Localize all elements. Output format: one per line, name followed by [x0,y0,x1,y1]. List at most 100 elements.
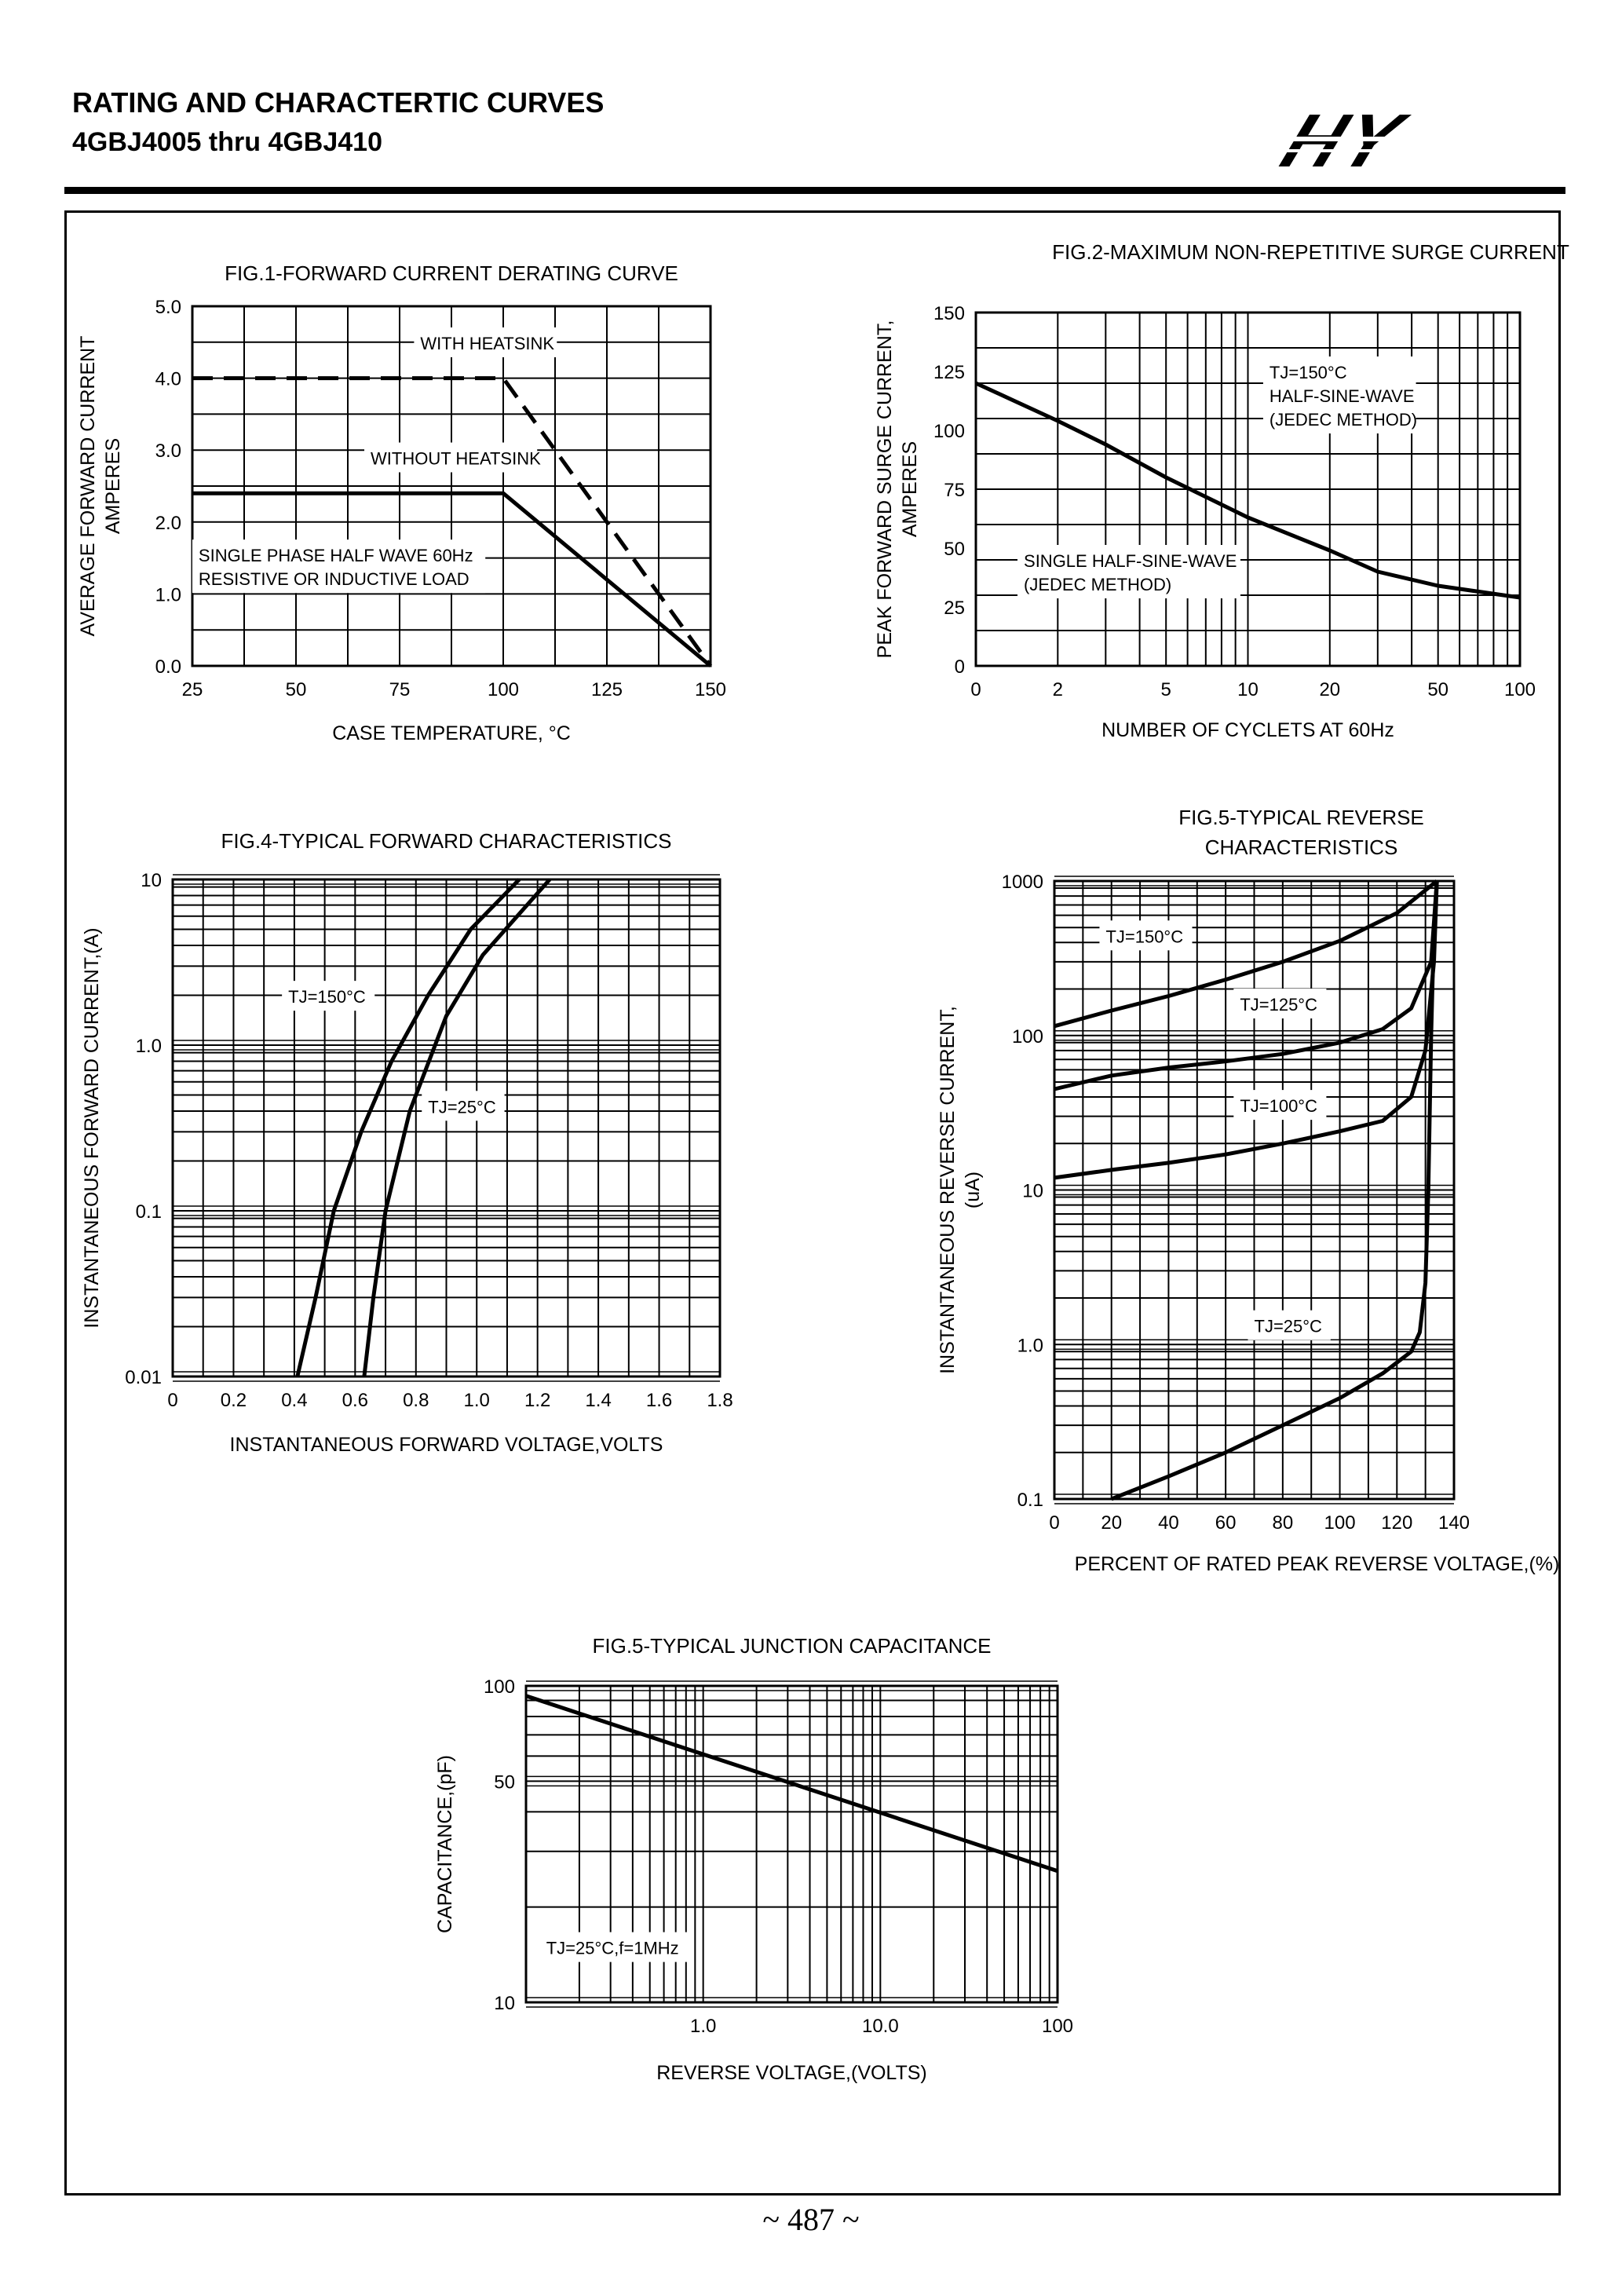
page-number: ~ 487 ~ [762,2202,860,2237]
y-tick-label: 0.1 [136,1201,162,1223]
y-axis-label: AMPERES [899,441,921,537]
fig6-plot-frame [524,1684,1059,2004]
annotation-bg [1248,1310,1331,1340]
y-tick-label: 25 [944,598,965,619]
y-tick-label: 0.1 [1017,1490,1043,1511]
y-axis-label: CAPACITANCE,(pF) [434,1755,456,1933]
x-tick-label: 120 [1381,1512,1412,1534]
annotation-text: TJ=100°C [1240,1096,1317,1116]
annotation-text: TJ=150°C [288,987,366,1007]
fig5-grid [1054,876,1454,1504]
x-tick-label: 1.2 [524,1390,550,1411]
annotation-text: TJ=25°C [1255,1317,1323,1336]
annotation-text: TJ=150°C [1269,363,1347,382]
brand-logo: HY [1256,102,1547,181]
x-tick-label: 1.6 [646,1390,672,1411]
series-line [362,878,552,1377]
annotation-text: WITH HEATSINK [420,334,554,353]
fig1-grid [192,306,711,666]
x-tick-label: 0.4 [281,1390,307,1411]
y-tick-label: 4.0 [155,369,181,390]
x-tick-label: 150 [695,679,726,700]
y-tick-label: 10 [494,1993,515,2014]
annotation-bg [414,327,557,357]
x-tick-label: 40 [1158,1512,1179,1534]
annotation-bg [1233,1090,1327,1121]
fig1-plot-frame [191,305,712,667]
series-line [974,381,1521,600]
x-axis-label: REVERSE VOLTAGE,(VOLTS) [656,2062,927,2084]
y-axis-label: INSTANTANEOUS FORWARD CURRENT,(A) [81,927,103,1328]
x-tick-label: 10.0 [862,2016,899,2037]
y-tick-label: 1.0 [136,1036,162,1057]
x-tick-label: 1.4 [585,1390,611,1411]
x-tick-label: 100 [488,679,519,700]
annotation-text: (JEDEC METHOD) [1269,410,1417,430]
x-tick-label: 100 [1042,2016,1073,2037]
series-line [525,1694,1058,1874]
y-tick-label: 0.0 [155,656,181,678]
chart-title: FIG.1-FORWARD CURRENT DERATING CURVE [225,261,678,285]
series-line [295,878,521,1377]
y-tick-label: 50 [944,539,965,560]
y-tick-label: 0.01 [125,1367,162,1388]
x-axis-label: INSTANTANEOUS FORWARD VOLTAGE,VOLTS [230,1434,663,1456]
x-tick-label: 50 [286,679,307,700]
content-frame [64,210,1561,2195]
y-tick-label: 10 [141,870,162,891]
y-tick-label: 125 [933,362,965,383]
annotation-text: RESISTIVE OR INDUCTIVE LOAD [199,569,469,589]
x-tick-label: 0.6 [342,1390,368,1411]
series-line [1054,880,1439,1091]
page-subtitle: 4GBJ4005 thru 4GBJ410 [72,127,382,157]
fig5-chart: 0 20 40 60 80 100 120 140 0.1 1.0 10 100 1000 FIG.5-T… [937,806,1559,1575]
x-tick-label: 1.0 [464,1390,490,1411]
annotation-bg [282,981,375,1011]
header-rule [64,187,1565,194]
y-axis-label: INSTANTANEOUS REVERSE CURRENT, [937,1006,959,1374]
x-tick-label: 0 [970,679,981,700]
x-tick-label: 125 [591,679,623,700]
x-tick-label: 1.8 [707,1390,732,1411]
y-tick-label: 10 [1022,1181,1043,1202]
x-tick-label: 20 [1101,1512,1122,1534]
page-title: RATING AND CHARACTERTIC CURVES [72,86,605,119]
y-tick-label: 3.0 [155,441,181,462]
chart-title: FIG.4-TYPICAL FORWARD CHARACTERISTICS [221,829,672,853]
x-tick-label: 0 [1049,1512,1059,1534]
y-tick-label: 100 [484,1676,515,1698]
fig4-grid [173,874,720,1382]
annotation-text: TJ=25°C,f=1MHz [546,1939,679,1958]
annotation-bg [422,1091,505,1121]
annotation-bg [1262,356,1416,433]
series-line [1110,880,1439,1501]
fig1-chart: 25 50 75 100 125 150 0.0 1.0 2.0 3.0 4.0 5.0 FIG.1-F… [77,261,726,744]
series-line [1054,879,1438,1029]
y-tick-label: 100 [1012,1026,1043,1047]
x-axis-label: NUMBER OF CYCLETS AT 60Hz [1101,719,1394,741]
x-tick-label: 2 [1053,679,1063,700]
x-tick-label: 25 [182,679,203,700]
x-tick-label: 80 [1273,1512,1294,1534]
fig4-plot-frame [171,878,721,1378]
x-tick-label: 100 [1324,1512,1356,1534]
annotation-text: TJ=25°C [428,1097,496,1117]
series-line [192,491,712,667]
annotation-text: TJ=150°C [1105,927,1183,946]
fig2-plot-frame [974,311,1522,667]
chart-title: FIG.5-TYPICAL JUNCTION CAPACITANCE [592,1634,991,1658]
y-tick-label: 1.0 [1017,1335,1043,1356]
y-tick-label: 50 [494,1771,515,1793]
annotation-bg [192,539,486,594]
fig5-plot-frame [1053,879,1456,1501]
chart-title: FIG.5-TYPICAL REVERSE [1178,806,1424,829]
y-tick-label: 0 [955,656,965,678]
annotation-bg [539,1932,693,1962]
series-line [1054,880,1439,1180]
x-tick-label: 0.2 [221,1390,247,1411]
y-axis-label: (uA) [962,1172,984,1208]
fig2-chart: 0 2 5 10 20 50 1000255075100125150FIG.2-MAXIMU… [874,240,1569,741]
fig6-chart: 1.0 10.0 100 10 50 100 FIG.5-TYPICAL JUNCTION … [434,1634,1073,2084]
annotation-bg [1017,545,1240,598]
